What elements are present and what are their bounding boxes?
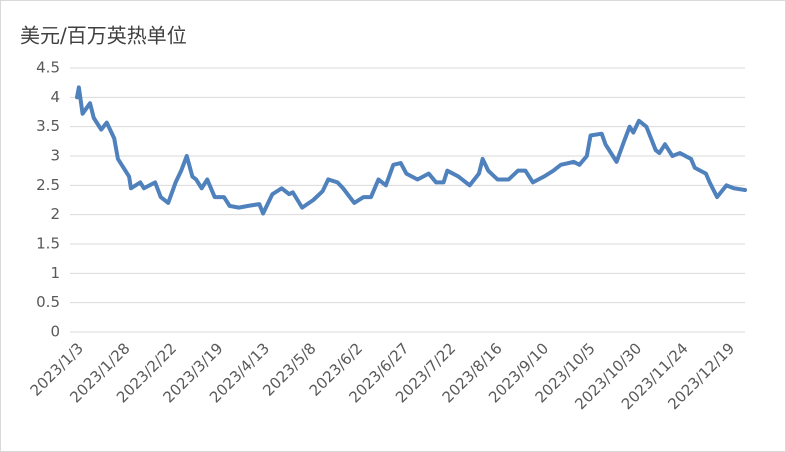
y-tick-label: 3 [50,147,60,165]
y-tick-label: 0.5 [36,293,60,311]
chart-title: 美元/百万英热单位 [20,24,187,48]
y-tick-label: 1 [50,264,60,282]
y-tick-label: 4.5 [36,59,60,77]
data-line [75,85,747,216]
y-tick-label: 2 [50,205,60,223]
y-tick-label: 3.5 [36,117,60,135]
y-tick-label: 1.5 [36,235,60,253]
y-tick-label: 4 [50,88,60,106]
y-tick-label: 0 [50,323,60,341]
y-tick-label: 2.5 [36,176,60,194]
